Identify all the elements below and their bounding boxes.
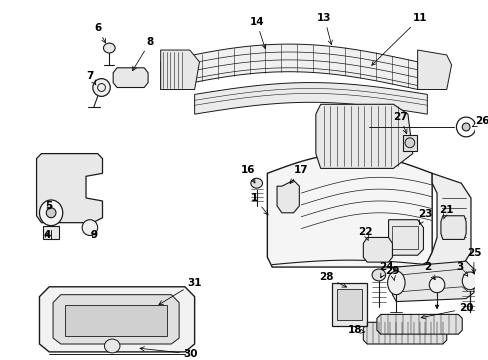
Bar [336,289,362,320]
Text: 11: 11 [371,13,426,65]
Polygon shape [161,44,417,90]
Text: 21: 21 [439,205,453,219]
Text: 16: 16 [240,165,255,183]
Text: 28: 28 [319,272,346,287]
Ellipse shape [428,277,444,293]
Text: 3: 3 [456,262,467,276]
Ellipse shape [46,208,56,218]
Polygon shape [113,68,148,87]
Text: 25: 25 [466,248,480,273]
Polygon shape [315,104,412,168]
Polygon shape [427,173,470,272]
Ellipse shape [104,339,120,353]
Polygon shape [417,50,450,90]
Polygon shape [53,295,179,344]
Bar [43,226,59,239]
Text: 30: 30 [140,347,198,359]
Text: 7: 7 [86,71,96,85]
Ellipse shape [82,220,98,235]
Ellipse shape [250,178,262,188]
Text: 31: 31 [159,278,202,305]
Text: 18: 18 [346,325,364,335]
Text: 10: 10 [0,359,1,360]
Text: 4: 4 [43,230,51,240]
Text: 17: 17 [289,165,308,183]
Polygon shape [363,238,392,262]
Text: 29: 29 [385,266,399,280]
Polygon shape [267,154,431,267]
Bar [402,135,416,150]
Text: 23: 23 [417,209,432,224]
Bar [392,226,417,249]
Text: 14: 14 [249,17,265,49]
Polygon shape [37,154,102,223]
Text: 32: 32 [0,359,1,360]
Ellipse shape [461,272,477,290]
Text: 6: 6 [94,23,105,43]
Text: 15: 15 [0,359,1,360]
Polygon shape [161,50,199,90]
Text: 13: 13 [317,13,332,45]
Text: 5: 5 [45,201,53,211]
Polygon shape [194,82,427,114]
Text: 8: 8 [132,37,153,71]
Polygon shape [440,216,465,239]
Polygon shape [277,180,299,213]
Ellipse shape [387,271,404,295]
Text: 12: 12 [0,359,1,360]
Ellipse shape [93,78,110,96]
Ellipse shape [371,269,385,281]
Polygon shape [376,314,461,334]
Text: 27: 27 [392,112,407,134]
Text: 20: 20 [420,303,472,319]
Text: 1: 1 [251,193,267,215]
Ellipse shape [404,138,414,148]
Text: 19: 19 [0,359,1,360]
Ellipse shape [103,43,115,53]
Ellipse shape [485,270,488,288]
Text: 9: 9 [90,230,97,240]
Ellipse shape [461,123,469,131]
Bar [332,283,366,326]
Polygon shape [392,261,473,302]
Text: 2: 2 [423,262,434,280]
Ellipse shape [40,200,62,226]
Polygon shape [363,322,446,344]
Bar [64,305,167,336]
Text: 26: 26 [471,116,488,127]
Text: 22: 22 [357,226,372,240]
Polygon shape [388,220,423,255]
Text: 24: 24 [379,262,393,278]
Polygon shape [40,287,194,352]
